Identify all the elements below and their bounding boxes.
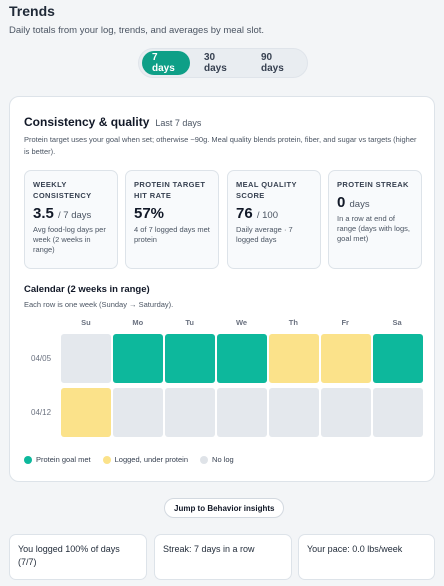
week-label: 04/12 [31, 408, 52, 417]
stat-value: 3.5 / 7 days [33, 205, 92, 222]
day-header: Tu [185, 318, 194, 327]
page-title: Trends [9, 3, 55, 19]
calendar-week-row: 04/12 [24, 388, 423, 437]
legend-dot [102, 455, 111, 464]
calendar-subtitle: Each row is one week (Sunday → Saturday)… [24, 300, 174, 309]
card-description: Protein target uses your goal when set; … [24, 135, 417, 156]
summary-streak: Streak: 7 days in a row [154, 534, 292, 580]
calendar-day-cell [217, 334, 267, 383]
calendar-day-cell [269, 334, 319, 383]
day-header: Fr [341, 318, 349, 327]
stat-weekly-consistency: Weekly consistency 3.5 / 7 days Avg food… [24, 170, 118, 269]
day-header: Th [288, 318, 298, 327]
range-7-days-button[interactable]: 7 days [142, 51, 190, 75]
jump-to-behavior-insights-button[interactable]: Jump to Behavior insights [164, 498, 285, 518]
summary-logged-days: You logged 100% of days (7/7) [9, 534, 147, 580]
legend-dot [24, 455, 32, 464]
legend-item-logged-under: Logged, under protein [102, 455, 189, 464]
calendar-day-cell [373, 388, 423, 437]
stat-note: 4 of 7 logged days met protein [134, 225, 210, 244]
calendar-day-cell [373, 334, 423, 383]
calendar-day-cell [269, 388, 319, 437]
consistency-quality-card: Consistency & quality Last 7 days Protei… [9, 96, 435, 482]
calendar-day-cell [321, 334, 371, 383]
week-cells [61, 388, 423, 437]
calendar-day-cell [113, 388, 163, 437]
calendar-title: Calendar (2 weeks in range) [24, 284, 150, 295]
stat-note: Daily average · 7 logged days [236, 225, 293, 244]
page-subtitle: Daily totals from your log, trends, and … [9, 25, 265, 36]
stat-label: Protein streak [337, 180, 409, 189]
day-header: Su [81, 318, 91, 327]
stat-protein-streak: Protein streak 0 days In a row at end of… [328, 170, 422, 269]
calendar-day-cell [61, 388, 111, 437]
calendar-day-cell [165, 334, 215, 383]
stat-note: Avg food-log days per week (2 weeks in r… [33, 225, 106, 254]
week-label: 04/05 [31, 354, 52, 363]
range-90-days-button[interactable]: 90 days [261, 52, 284, 74]
calendar-day-cell [61, 334, 111, 383]
legend-item-no-log: No log [200, 455, 234, 464]
stat-value: 0 days [337, 194, 370, 211]
card-range-label: Last 7 days [155, 118, 202, 128]
stat-note: In a row at end of range (days with logs… [337, 214, 410, 243]
stat-label: Protein target hit rate [134, 180, 206, 200]
range-toggle: 7 days 30 days 90 days [138, 48, 308, 78]
summary-pace: Your pace: 0.0 lbs/week [298, 534, 435, 580]
week-cells [61, 334, 423, 383]
stat-label: Weekly consistency [33, 180, 92, 200]
card-header: Consistency & quality Last 7 days [24, 115, 201, 129]
calendar-legend: Protein goal met Logged, under protein N… [24, 455, 234, 464]
legend-label: No log [212, 455, 234, 464]
card-title: Consistency & quality [24, 115, 150, 129]
stat-value: 57% [134, 205, 165, 222]
legend-label: Logged, under protein [114, 455, 189, 464]
legend-label: Protein goal met [36, 455, 91, 464]
calendar-day-cell [321, 388, 371, 437]
calendar-day-cell [113, 334, 163, 383]
stat-meal-quality-score: Meal quality score 76 / 100 Daily averag… [227, 170, 321, 269]
stat-protein-hit-rate: Protein target hit rate 57% 4 of 7 logge… [125, 170, 219, 269]
calendar-day-cell [165, 388, 215, 437]
calendar-week-row: 04/05 [24, 334, 423, 383]
stat-value: 76 / 100 [236, 205, 278, 222]
day-header: Mo [132, 318, 144, 327]
calendar-day-cell [217, 388, 267, 437]
calendar-day-headers: Su Mo Tu We Th Fr Sa [61, 318, 422, 330]
range-30-days-button[interactable]: 30 days [204, 52, 227, 74]
day-header: Sa [392, 318, 402, 327]
day-header: We [235, 318, 248, 327]
legend-dot [200, 455, 209, 464]
stat-label: Meal quality score [236, 180, 297, 200]
legend-item-goal-met: Protein goal met [24, 455, 91, 464]
